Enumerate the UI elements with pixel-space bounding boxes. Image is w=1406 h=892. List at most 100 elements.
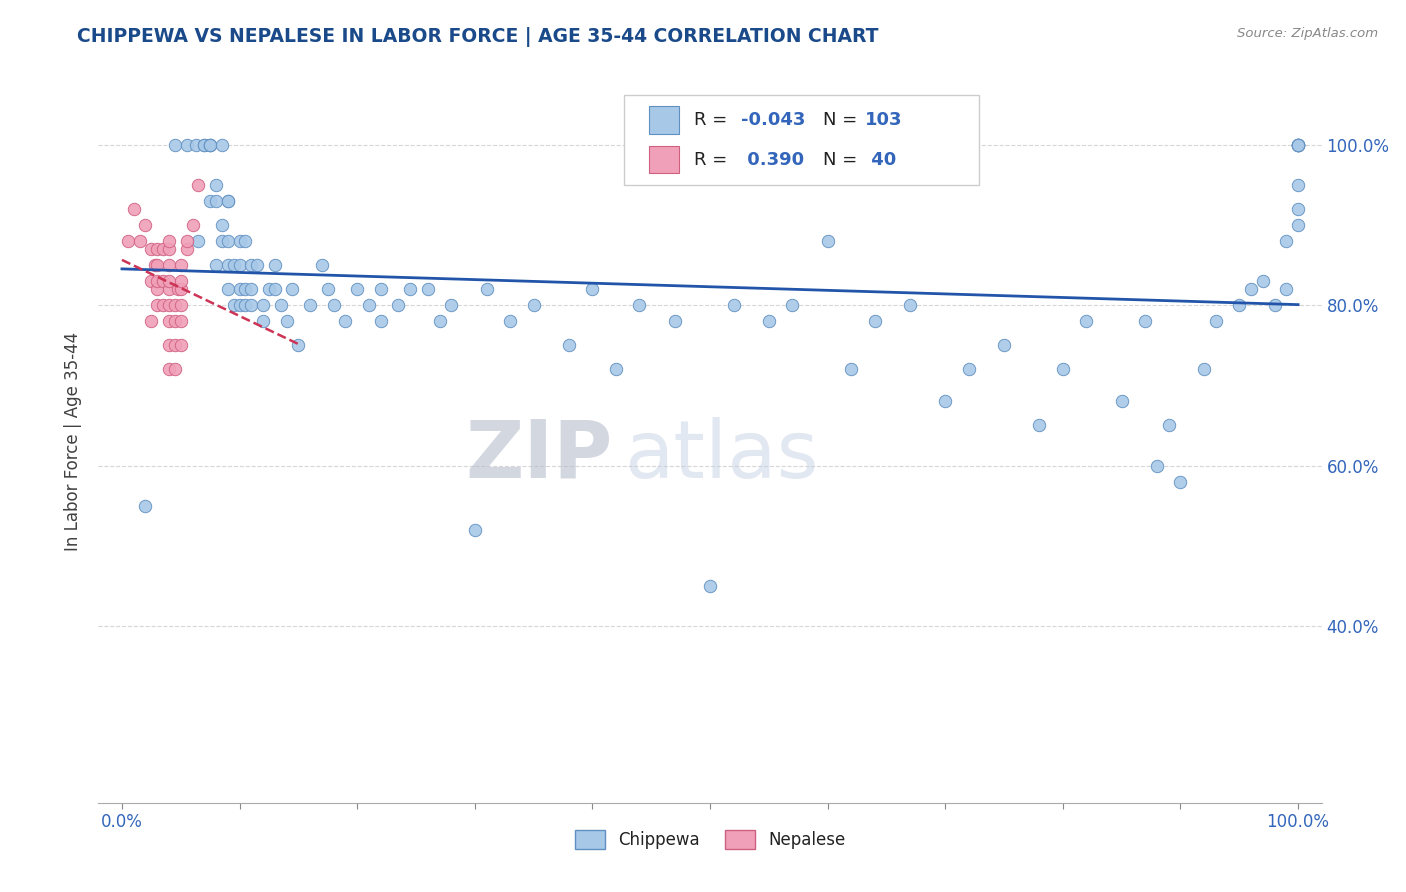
Point	[205, 194, 228, 208]
Point	[170, 258, 193, 272]
Point	[1240, 282, 1263, 296]
Point	[211, 137, 233, 152]
Point	[957, 362, 980, 376]
Point	[228, 298, 250, 312]
Point	[934, 394, 956, 409]
Text: N =: N =	[823, 151, 862, 169]
Point	[281, 282, 304, 296]
Point	[252, 298, 274, 312]
Y-axis label: In Labor Force | Age 35-44: In Labor Force | Age 35-44	[65, 332, 83, 551]
Text: N =: N =	[823, 111, 862, 128]
Point	[163, 137, 186, 152]
Point	[240, 298, 263, 312]
Point	[581, 282, 603, 296]
Point	[263, 282, 285, 296]
Point	[157, 298, 180, 312]
Point	[222, 258, 245, 272]
Point	[664, 314, 686, 328]
Point	[1286, 178, 1309, 192]
Point	[170, 314, 193, 328]
Point	[157, 242, 180, 256]
Point	[499, 314, 522, 328]
Point	[1275, 234, 1298, 248]
Point	[723, 298, 745, 312]
Point	[184, 137, 207, 152]
Point	[898, 298, 921, 312]
Point	[198, 194, 221, 208]
Point	[263, 258, 285, 272]
Point	[122, 202, 145, 216]
Point	[863, 314, 886, 328]
Point	[157, 314, 180, 328]
Point	[217, 194, 239, 208]
Point	[235, 234, 257, 248]
Point	[163, 298, 186, 312]
Text: R =: R =	[695, 111, 733, 128]
Point	[141, 274, 163, 288]
Point	[1251, 274, 1274, 288]
Point	[157, 234, 180, 248]
Point	[387, 298, 409, 312]
Point	[176, 234, 198, 248]
Point	[163, 362, 186, 376]
Point	[1111, 394, 1133, 409]
Text: R =: R =	[695, 151, 733, 169]
Point	[143, 258, 166, 272]
Point	[141, 242, 163, 256]
Point	[228, 258, 250, 272]
Point	[370, 282, 392, 296]
Point	[228, 234, 250, 248]
Point	[240, 282, 263, 296]
Text: 0.390: 0.390	[741, 151, 804, 169]
Point	[205, 258, 228, 272]
Point	[157, 258, 180, 272]
Point	[146, 274, 169, 288]
Point	[1286, 137, 1309, 152]
Text: atlas: atlas	[624, 417, 818, 495]
Point	[1264, 298, 1286, 312]
Point	[157, 274, 180, 288]
Point	[1286, 202, 1309, 216]
Point	[1275, 282, 1298, 296]
Point	[246, 258, 269, 272]
Point	[167, 282, 190, 296]
Point	[993, 338, 1015, 352]
Point	[117, 234, 139, 248]
Point	[758, 314, 780, 328]
Point	[187, 178, 209, 192]
Point	[357, 298, 380, 312]
Point	[217, 282, 239, 296]
Point	[157, 338, 180, 352]
Point	[311, 258, 333, 272]
Point	[370, 314, 392, 328]
Point	[228, 282, 250, 296]
Point	[782, 298, 804, 312]
Point	[252, 314, 274, 328]
Point	[198, 137, 221, 152]
Point	[181, 218, 204, 232]
Point	[128, 234, 150, 248]
Point	[399, 282, 422, 296]
Point	[558, 338, 581, 352]
Point	[257, 282, 280, 296]
Point	[170, 274, 193, 288]
Point	[1227, 298, 1250, 312]
Point	[523, 298, 546, 312]
FancyBboxPatch shape	[648, 146, 679, 173]
Point	[170, 282, 193, 296]
Point	[176, 242, 198, 256]
Point	[146, 298, 169, 312]
Point	[299, 298, 322, 312]
Point	[211, 218, 233, 232]
Point	[240, 258, 263, 272]
Point	[1286, 137, 1309, 152]
Point	[1286, 137, 1309, 152]
Point	[316, 282, 339, 296]
Point	[1286, 137, 1309, 152]
Point	[287, 338, 309, 352]
Point	[170, 338, 193, 352]
FancyBboxPatch shape	[648, 106, 679, 134]
Point	[416, 282, 439, 296]
Legend: Chippewa, Nepalese: Chippewa, Nepalese	[568, 823, 852, 856]
Text: 103: 103	[865, 111, 903, 128]
